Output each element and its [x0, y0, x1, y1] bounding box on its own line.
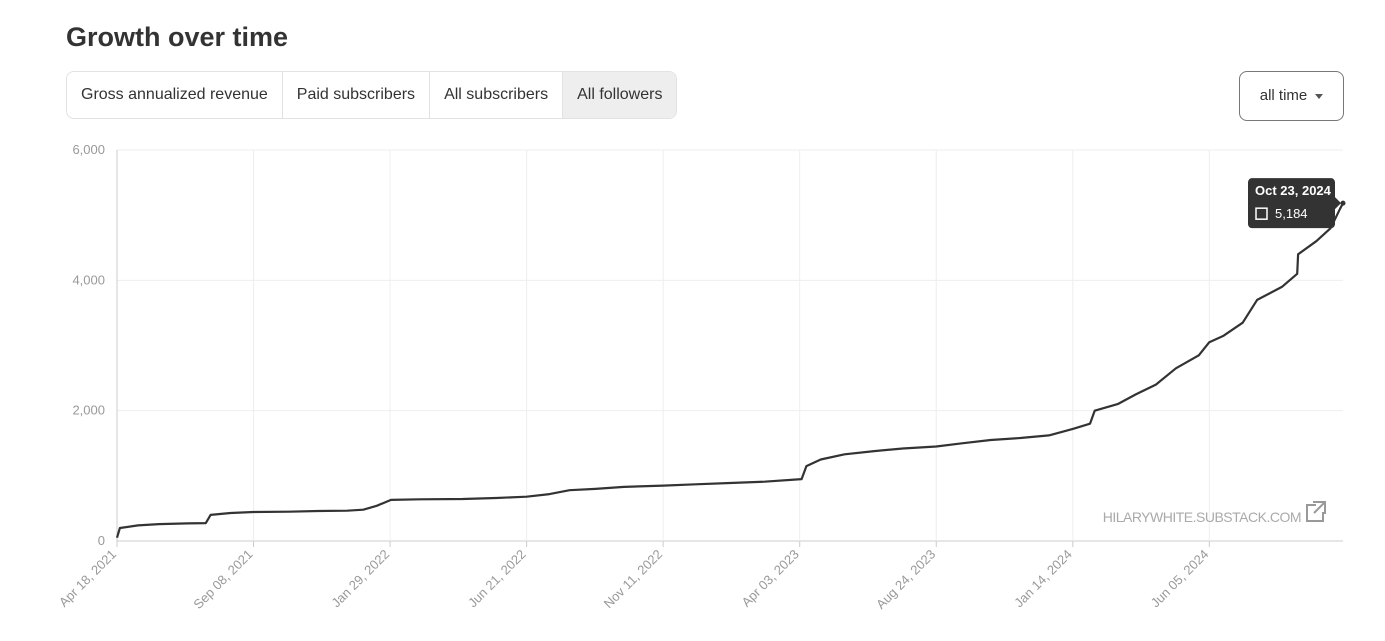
tab[interactable]: All followers [563, 72, 677, 118]
x-tick-label: Jun 21, 2022 [465, 547, 529, 611]
line [115, 202, 1344, 539]
metric-tabs: Gross annualized revenue Paid subscribers… [66, 71, 678, 119]
page-title: Growth over time [66, 22, 289, 52]
x-tick-label: Apr 03, 2023 [739, 547, 802, 610]
tooltip-arrow [1335, 197, 1341, 210]
tooltip-swatch [1255, 207, 1268, 220]
tooltip-title: Oct 23, 2024 [1255, 183, 1332, 198]
x-tick-label: Aug 24, 2023 [873, 547, 938, 612]
range-dropdown[interactable]: all time [1239, 71, 1344, 121]
y-tick-label: 4,000 [72, 272, 105, 287]
y-tick-label: 0 [98, 533, 105, 548]
x-tick-label: Jan 14, 2024 [1011, 547, 1075, 611]
tooltip-value: 5,184 [1275, 206, 1308, 221]
x-tick-label: Jan 29, 2022 [328, 547, 392, 611]
hover-point [1340, 200, 1346, 206]
tooltip-box [1248, 178, 1335, 229]
y-tick-label: 6,000 [72, 142, 105, 157]
watermark: HILARYWHITE.SUBSTACK.COM [1103, 509, 1301, 525]
x-tick-label: Sep 08, 2021 [190, 547, 255, 612]
x-tick-label: Nov 11, 2022 [601, 547, 666, 612]
range-label: all time [1259, 87, 1308, 104]
y-tick-label: 2,000 [72, 403, 105, 418]
caret [1315, 93, 1324, 99]
x-tick-label: Apr 18, 2021 [56, 547, 119, 610]
x-tick-label: Jun 05, 2024 [1148, 547, 1212, 611]
tab[interactable]: Paid subscribers [283, 72, 431, 118]
tab[interactable]: All subscribers [430, 72, 564, 118]
external-icon [1306, 501, 1326, 522]
tab[interactable]: Gross annualized revenue [67, 72, 283, 118]
